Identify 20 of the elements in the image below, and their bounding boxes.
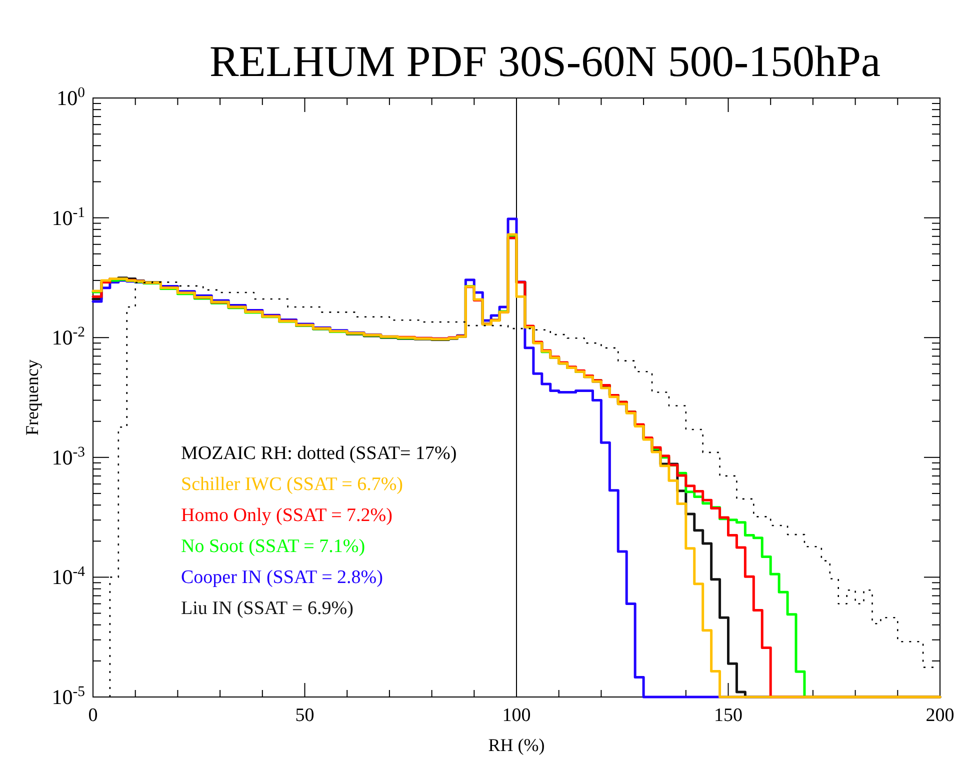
x-tick-label: 150	[714, 704, 742, 726]
x-tick-label: 50	[295, 704, 314, 726]
x-tick-label: 100	[502, 704, 531, 726]
text: No Soot (SSAT = 7.1%)	[181, 536, 366, 557]
y-tick-label: 10$^{-2}$	[52, 324, 85, 350]
text: Schiller IWC (SSAT = 6.7%)	[181, 474, 403, 495]
text: MOZAIC RH: dotted (SSAT= 17%)	[181, 443, 457, 464]
chart-title: RELHUM PDF 30S-60N 500-150hPa	[209, 37, 881, 86]
y-tick-label: 10$^{-5}$	[52, 684, 85, 709]
y-tick-label: 10$^{-1}$	[52, 204, 85, 230]
y-tick-label: 10$^{-3}$	[52, 444, 85, 470]
y-tick-label: 10$^{-4}$	[52, 564, 86, 590]
y-tick-label: 10$^{0}$	[56, 85, 85, 110]
text: Homo Only (SSAT = 7.2%)	[181, 505, 392, 526]
x-axis-title: RH (%)	[488, 735, 545, 755]
text: Cooper IN (SSAT = 2.8%)	[181, 567, 383, 588]
x-tick-label: 200	[926, 704, 954, 726]
text: Liu IN (SSAT = 6.9%)	[181, 598, 354, 619]
y-axis-title: Frequency	[22, 360, 42, 436]
x-tick-label: 0	[88, 704, 98, 726]
